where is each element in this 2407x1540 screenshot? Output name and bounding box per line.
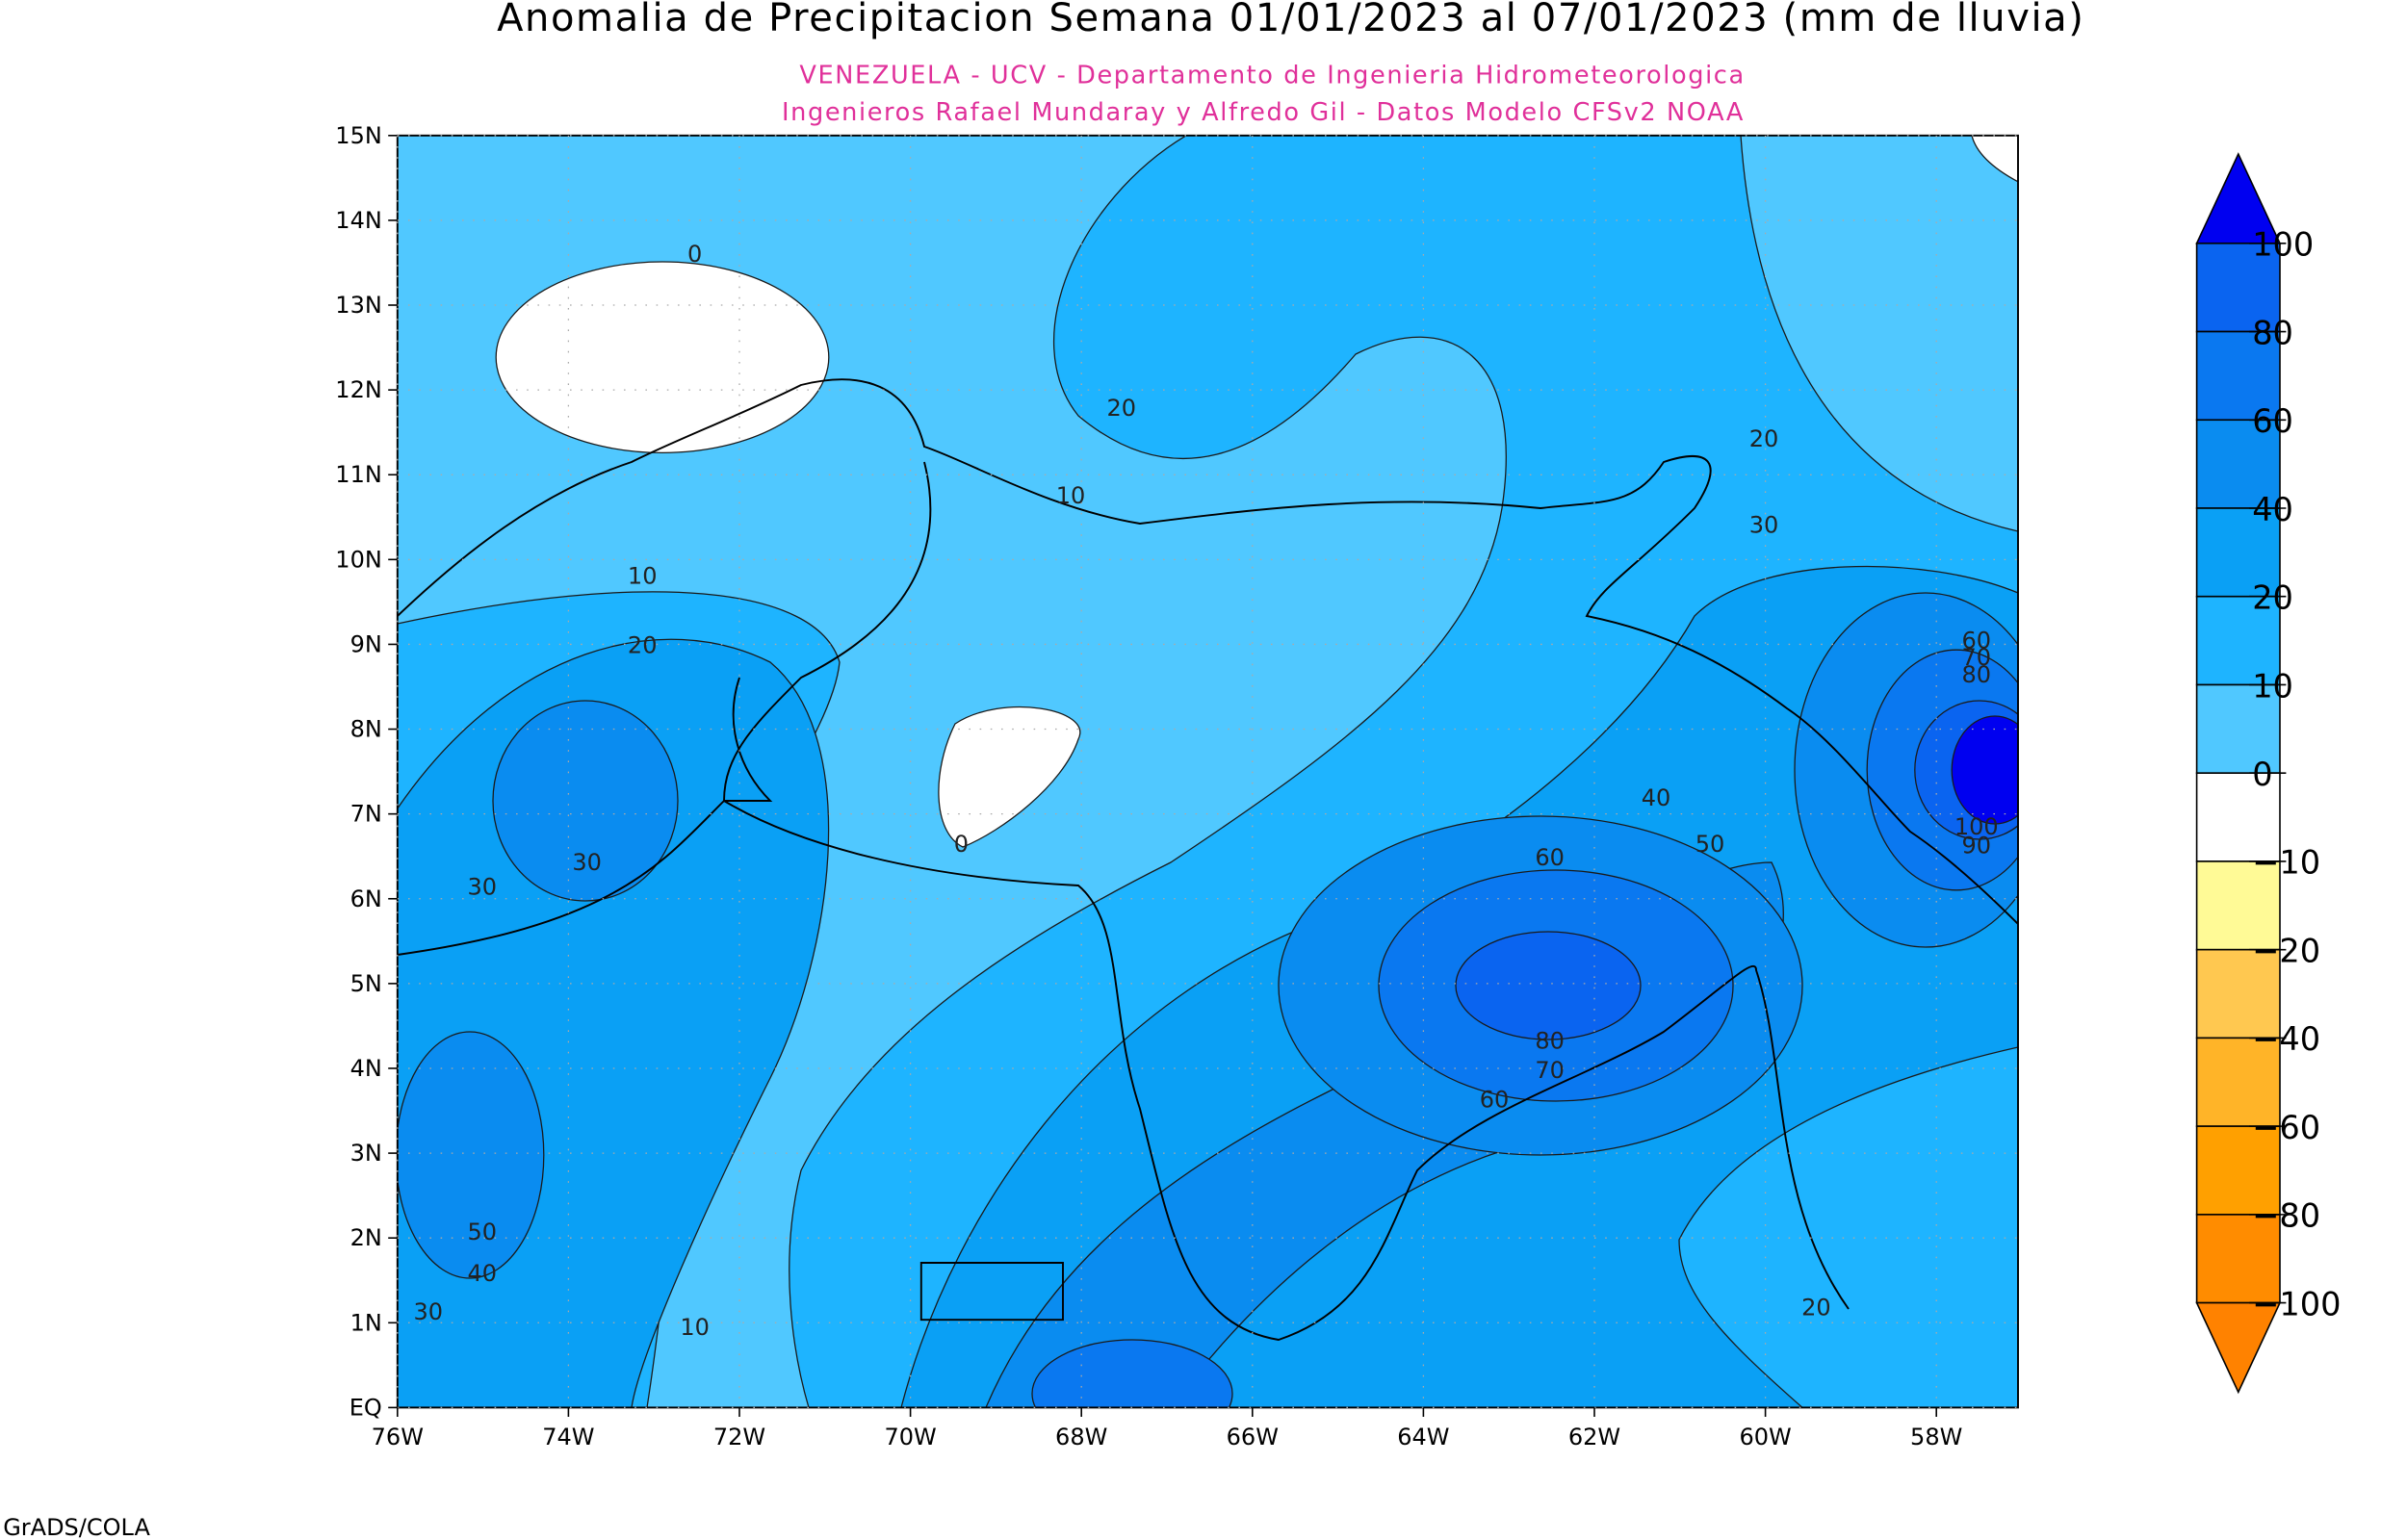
contour-label: 30 [1749,512,1779,539]
colorbar-label: −40 [2252,1020,2320,1058]
title: Anomalia de Precipitacion Semana 01/01/2… [497,0,2084,40]
lon-tick-label: 60W [1739,1424,1791,1450]
colorbar-swatch [2195,1037,2281,1127]
lat-tick-label: 3N [350,1140,382,1167]
contour-label: 30 [572,849,602,876]
colorbar-swatch [2195,243,2281,333]
contour-label: 90 [1962,832,1992,859]
contour-label: 10 [628,562,658,589]
colorbar-swatch [2195,860,2281,951]
lat-tick-label: 8N [350,716,382,743]
colorbar-label: 80 [2252,314,2293,351]
contour-label: 20 [1107,395,1137,422]
lat-tick-label: 11N [335,461,382,488]
contour-label: 0 [687,241,702,268]
colorbar-cap [2195,1301,2282,1395]
contour-label: 20 [628,631,658,658]
subtitle: VENEZUELA - UCV - Departamento de Ingeni… [799,61,1745,90]
colorbar-label: 100 [2252,226,2314,264]
contour-fill [397,135,2018,1408]
subtitle: Ingenieros Rafael Mundaray y Alfredo Gil… [782,98,1745,127]
contour-label: 100 [1954,813,1999,840]
lon-tick-label: 58W [1910,1424,1962,1450]
lon-tick-label: 74W [542,1424,594,1450]
colorbar-label: −80 [2252,1197,2320,1235]
footer: GrADS/COLA [3,1514,150,1540]
lon-tick-label: 72W [713,1424,765,1450]
contour-label: 70 [1535,1057,1565,1084]
lon-tick-label: 64W [1397,1424,1449,1450]
colorbar-label: 10 [2252,667,2293,705]
colorbar-swatch [2195,948,2281,1040]
colorbar-label: −100 [2252,1285,2341,1322]
colorbar-label: 0 [2252,756,2272,793]
lat-tick-label: 5N [350,970,382,997]
lon-tick-label: 66W [1227,1424,1279,1450]
contour-label: 20 [1801,1294,1831,1321]
lat-tick-label: 9N [350,630,382,657]
lon-tick-label: 68W [1055,1424,1107,1450]
lat-tick-label: 4N [350,1055,382,1082]
contour-label: 60 [1535,844,1565,871]
contour-label: 60 [1480,1086,1510,1113]
colorbar-label: −10 [2252,844,2320,882]
contour-label: 70 [1962,644,1992,671]
contour-label: 80 [1962,661,1992,688]
lat-tick-label: 12N [335,376,382,403]
contour-label: 60 [1962,628,1992,654]
lat-tick-label: 15N [335,122,382,149]
lon-tick-label: 62W [1568,1424,1620,1450]
lat-tick-label: EQ [349,1394,382,1421]
contour-label: 10 [680,1314,710,1341]
lat-tick-label: 13N [335,292,382,319]
lat-tick-label: 10N [335,546,382,573]
colorbar-label: 20 [2252,579,2293,617]
colorbar-label: −60 [2252,1109,2320,1146]
colorbar-label: 60 [2252,402,2293,440]
lat-tick-label: 1N [350,1309,382,1336]
lon-tick-label: 76W [372,1424,424,1450]
contour-label: 40 [468,1260,498,1287]
lon-tick-label: 70W [884,1424,936,1450]
colorbar-swatch [2195,507,2281,598]
colorbar-label: 40 [2252,491,2293,528]
contour-label: 40 [1642,784,1671,811]
contour-label: 30 [414,1298,444,1325]
lat-tick-label: 14N [335,207,382,234]
lat-tick-label: 6N [350,886,382,912]
contour-label: 0 [954,831,969,858]
colorbar-swatch [2195,419,2281,509]
colorbar-label: −20 [2252,932,2320,969]
colorbar-swatch [2195,1214,2281,1304]
contour-labels: 0 20 10 20 30 10 20 30 0 60 70 80 40 50 … [414,241,1999,1341]
contour-label: 50 [1695,831,1725,858]
contour-label: 10 [1056,482,1086,509]
colorbar-swatch [2195,595,2281,686]
contour-label: 20 [1749,425,1779,452]
coastlines [397,378,2018,1341]
colorbar-swatch [2195,683,2281,774]
lat-tick-label: 7N [350,801,382,828]
contour-label: 30 [468,874,498,901]
contour-label: 80 [1535,1028,1565,1055]
lat-tick-label: 2N [350,1224,382,1251]
contour-label: 50 [468,1219,498,1245]
colorbar-swatch [2195,330,2281,422]
